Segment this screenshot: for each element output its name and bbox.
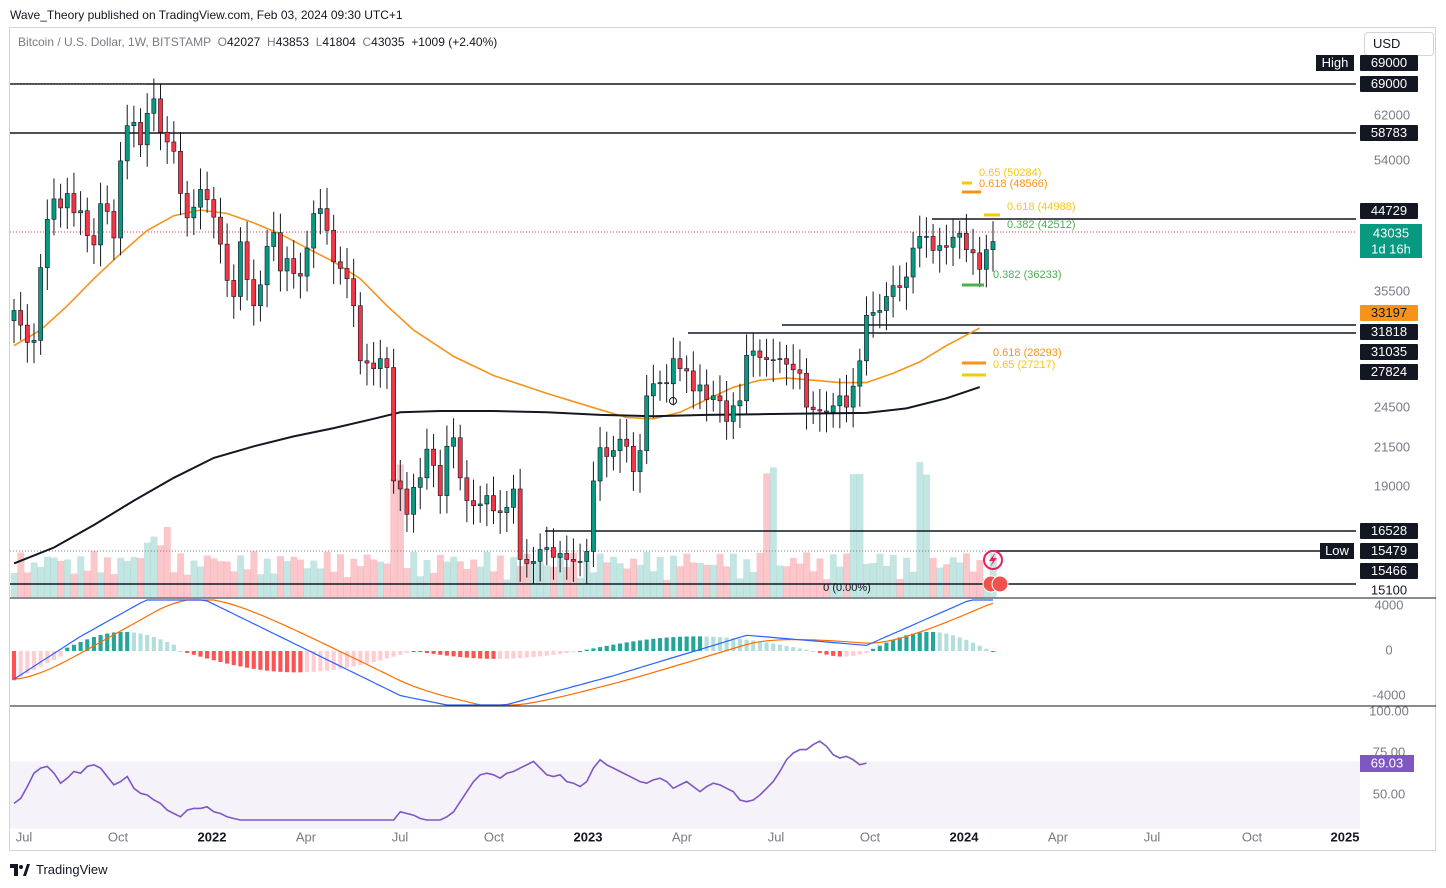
- tradingview-logo-icon: [10, 863, 30, 876]
- change-value: +1009 (+2.40%): [411, 35, 498, 49]
- currency-button[interactable]: USD: [1364, 32, 1434, 56]
- high-value: 43853: [275, 35, 310, 49]
- close-label: C: [362, 35, 372, 49]
- publisher-line: Wave_Theory published on TradingView.com…: [10, 8, 403, 22]
- high-label: H: [267, 35, 276, 49]
- open-value: 42027: [226, 35, 261, 49]
- close-value: 43035: [371, 35, 405, 49]
- symbol-name[interactable]: Bitcoin / U.S. Dollar, 1W, BITSTAMP: [18, 35, 211, 49]
- low-label: L: [315, 35, 323, 49]
- brand-text: TradingView: [36, 862, 108, 877]
- open-label: O: [217, 35, 227, 49]
- low-value: 41804: [322, 35, 356, 49]
- symbol-legend: Bitcoin / U.S. Dollar, 1W, BITSTAMP O420…: [18, 35, 497, 49]
- tradingview-brand[interactable]: TradingView: [10, 862, 108, 877]
- chart-frame: [9, 27, 1436, 851]
